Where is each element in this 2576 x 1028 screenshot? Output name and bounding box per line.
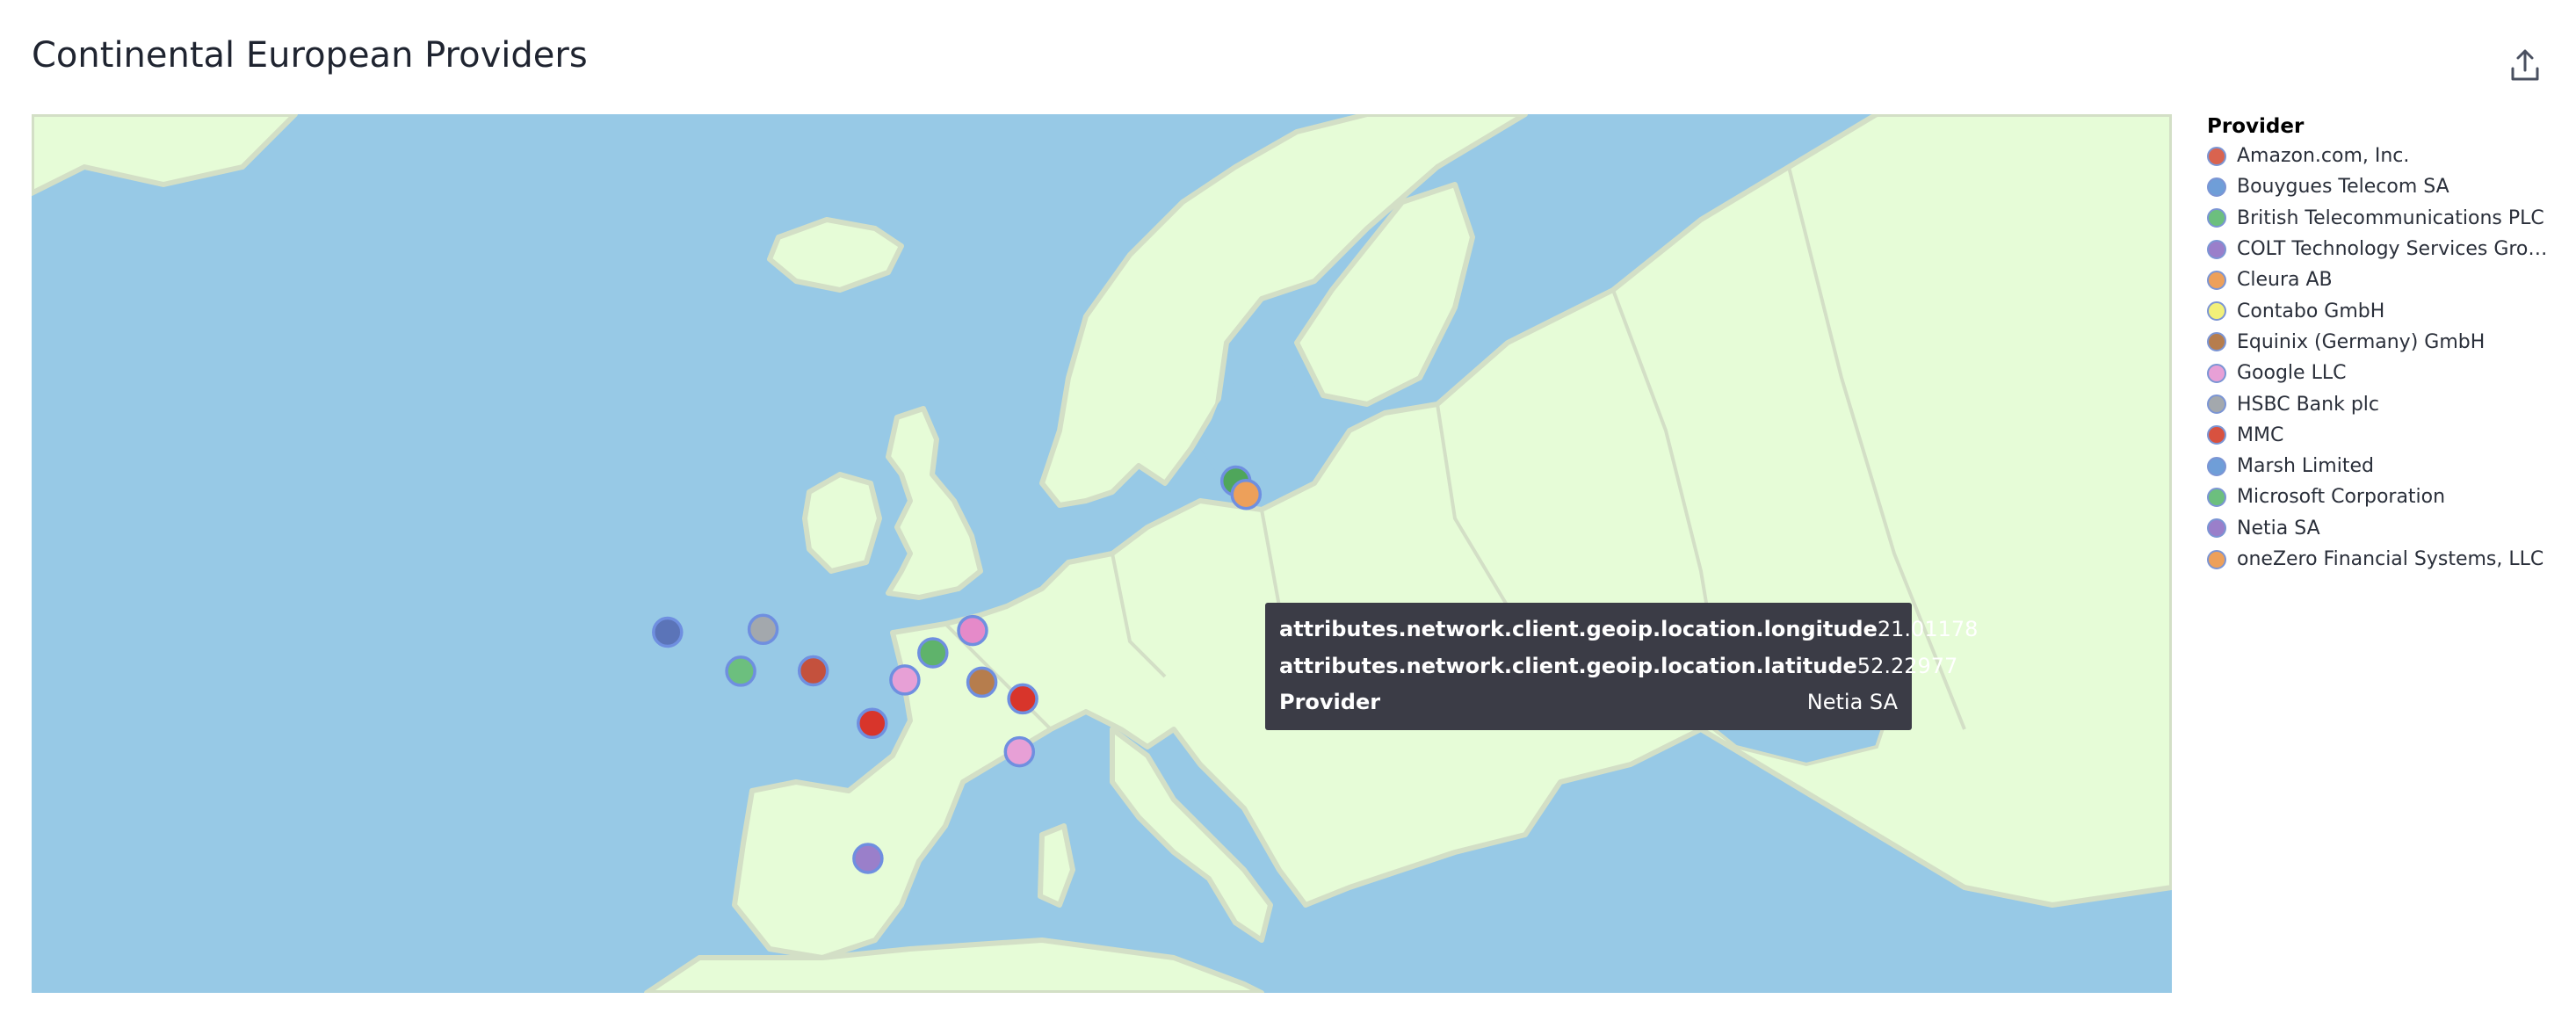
sardinia-land [1038,823,1075,908]
map-marker[interactable] [747,613,779,646]
legend-swatch [2207,270,2226,290]
tooltip-key: attributes.network.client.geoip.location… [1279,617,1878,641]
map-marker[interactable] [917,637,949,669]
legend-swatch [2207,239,2226,259]
tooltip-row: attributes.network.client.geoip.location… [1279,648,1957,685]
legend-item[interactable]: Cleura AB [2207,264,2558,295]
scandinavia-land [1039,114,1528,508]
greenland-land [32,114,298,196]
legend-label: Contabo GmbH [2237,300,2385,322]
legend-item[interactable]: COLT Technology Services Grou... [2207,234,2558,264]
legend-item[interactable]: Contabo GmbH [2207,295,2558,326]
legend-swatch [2207,487,2226,507]
map-marker[interactable] [797,655,829,687]
map-marker[interactable] [889,664,921,696]
legend-label: Google LLC [2237,362,2347,385]
legend-item[interactable]: Microsoft Corporation [2207,481,2558,512]
baltic-sea [1200,360,1306,483]
legend-item[interactable]: oneZero Financial Systems, LLC [2207,544,2558,575]
ireland-land [802,472,882,574]
europe-map[interactable] [32,114,2172,993]
legend-swatch [2207,518,2226,539]
panel-title: Continental European Providers [32,35,588,76]
legend-swatch [2207,177,2226,197]
legend-label: HSBC Bank plc [2237,393,2379,416]
legend-item[interactable]: Netia SA [2207,513,2558,544]
legend-swatch [2207,208,2226,228]
legend-label: Microsoft Corporation [2237,486,2446,509]
legend-label: COLT Technology Services Grou... [2237,238,2558,261]
legend-label: Amazon.com, Inc. [2237,145,2410,168]
legend-swatch [2207,395,2226,415]
map-marker[interactable] [857,707,888,740]
iceland-land [767,217,904,293]
italy-land [1110,727,1273,943]
tooltip-value: 52.22977 [1856,653,1958,678]
legend-label: Bouygues Telecom SA [2237,176,2449,199]
legend-swatch [2207,425,2226,445]
legend-label: Marsh Limited [2237,455,2374,478]
legend-item[interactable]: Bouygues Telecom SA [2207,171,2558,202]
africa-land [644,938,1264,993]
map-marker[interactable] [957,614,988,647]
legend-title: Provider [2207,115,2305,138]
legend-swatch [2207,456,2226,476]
map-marker[interactable] [1003,735,1036,768]
finland-land [1294,182,1475,407]
legend-label: oneZero Financial Systems, LLC [2237,548,2544,570]
legend-swatch [2207,363,2226,383]
tooltip-key: attributes.network.client.geoip.location… [1279,653,1857,678]
legend-label: Netia SA [2237,517,2320,539]
map-marker[interactable] [852,843,884,874]
legend-swatch [2207,146,2226,166]
tooltip-row: attributes.network.client.geoip.location… [1279,612,1978,648]
legend-item[interactable]: HSBC Bank plc [2207,388,2558,419]
map-marker[interactable] [966,666,998,699]
legend-item[interactable]: Marsh Limited [2207,451,2558,481]
legend: Provider Amazon.com, Inc. Bouygues Teleco… [2207,112,2558,575]
map-marker[interactable] [1230,478,1263,510]
legend-label: British Telecommunications PLC [2237,206,2544,229]
legend-swatch [2207,301,2226,322]
tooltip-value: Netia SA [1806,690,1898,714]
legend-label: Cleura AB [2237,269,2333,292]
tooltip: attributes.network.client.geoip.location… [1265,603,1978,730]
map-marker[interactable] [652,616,684,648]
britain-land [886,406,983,600]
legend-item[interactable]: British Telecommunications PLC [2207,203,2558,234]
legend-swatch [2207,332,2226,352]
legend-item[interactable]: Google LLC [2207,358,2558,388]
tooltip-value: 21.01178 [1877,617,1979,641]
legend-item[interactable]: Equinix (Germany) GmbH [2207,327,2558,358]
legend-item[interactable]: MMC [2207,420,2558,451]
map-marker[interactable] [1007,683,1038,715]
export-icon[interactable] [2506,46,2544,84]
legend-label: MMC [2237,424,2284,446]
tooltip-row: Provider Netia SA [1279,684,1898,721]
legend-label: Equinix (Germany) GmbH [2237,330,2486,353]
legend-item[interactable]: Amazon.com, Inc. [2207,141,2558,171]
map-marker[interactable] [725,655,756,687]
legend-swatch [2207,549,2226,569]
tooltip-key: Provider [1279,690,1381,714]
